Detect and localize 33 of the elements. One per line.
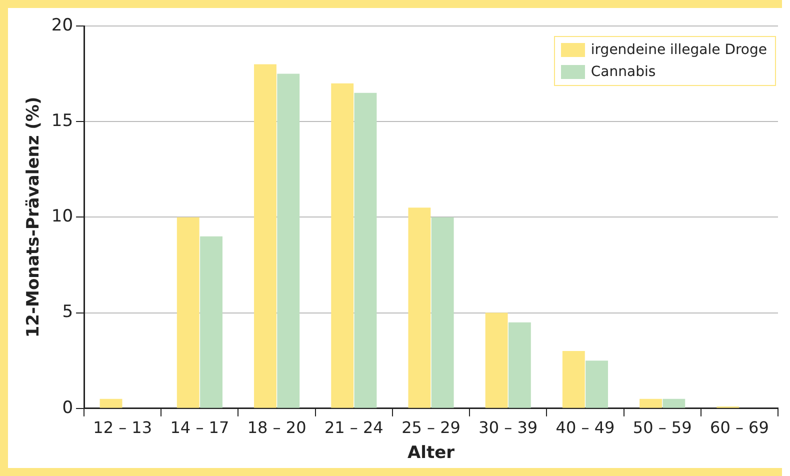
bar [431, 217, 454, 408]
x-tick-label: 40 – 49 [556, 418, 615, 438]
x-tick-label: 12 – 13 [93, 418, 152, 438]
bar [408, 208, 431, 408]
bar [100, 398, 122, 408]
y-tick-label: 0 [62, 398, 74, 418]
bar [662, 398, 686, 408]
bar [485, 312, 508, 408]
legend-label: Cannabis [590, 64, 656, 80]
bar [508, 322, 531, 408]
bar [586, 360, 608, 408]
x-tick-label: 60 – 69 [710, 418, 769, 438]
bar [176, 217, 200, 408]
bar [331, 83, 354, 408]
x-tick-label: 50 – 59 [632, 418, 692, 438]
y-axis-title: 12-Monats-Prävalenz (%) [24, 96, 44, 338]
x-axis-title: Alter [408, 443, 456, 464]
bar [640, 398, 662, 408]
legend-label: irgendeine illegale Droge [590, 42, 767, 58]
x-tick-label: 21 – 24 [324, 418, 384, 438]
bar [277, 74, 300, 408]
bar [562, 351, 585, 408]
y-tick-label: 10 [51, 206, 74, 227]
x-tick-label: 18 – 20 [247, 418, 306, 438]
bar [254, 64, 276, 408]
y-tick-label: 20 [51, 15, 74, 36]
bar [354, 92, 377, 408]
x-tick-label: 25 – 29 [402, 418, 460, 438]
x-tick-label: 14 – 17 [170, 418, 230, 438]
y-tick-label: 5 [62, 302, 74, 322]
x-tick-label: 30 – 39 [478, 418, 538, 438]
bar [200, 236, 222, 408]
y-tick-label: 15 [51, 111, 74, 132]
